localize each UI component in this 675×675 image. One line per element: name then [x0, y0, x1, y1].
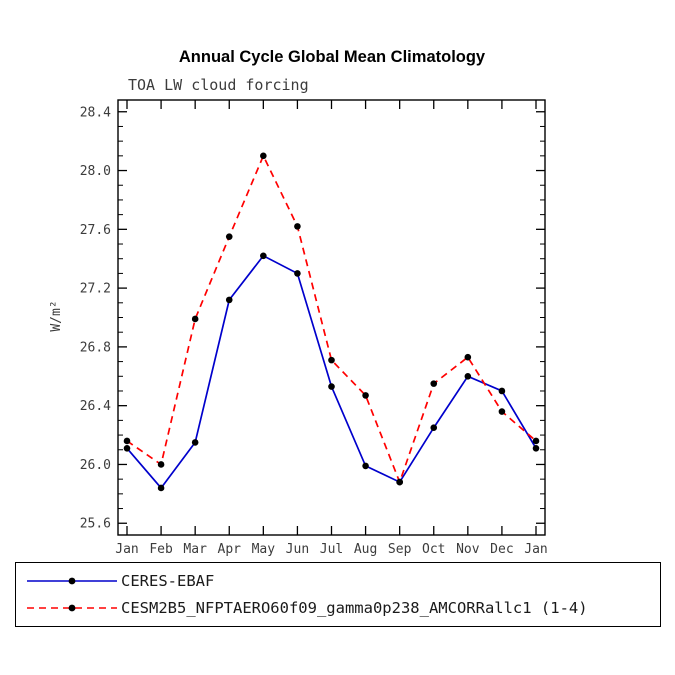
svg-text:Oct: Oct — [422, 542, 445, 557]
svg-text:Jun: Jun — [286, 542, 309, 557]
svg-text:27.2: 27.2 — [80, 282, 111, 297]
legend-sample-solid — [27, 577, 117, 584]
svg-text:Nov: Nov — [456, 542, 480, 557]
svg-text:Dec: Dec — [490, 542, 513, 557]
chart-subtitle: TOA LW cloud forcing — [128, 76, 309, 94]
svg-text:Feb: Feb — [149, 542, 173, 557]
svg-text:Sep: Sep — [388, 542, 412, 557]
legend-marker-icon — [68, 604, 76, 611]
svg-text:Jan: Jan — [115, 542, 138, 557]
svg-text:27.6: 27.6 — [80, 223, 111, 238]
legend-label: CESM2B5_NFPTAERO60f09_gamma0p238_AMCORRa… — [121, 598, 588, 617]
legend-label: CERES-EBAF — [121, 571, 215, 590]
svg-text:28.0: 28.0 — [80, 164, 111, 179]
legend-sample-dashed — [27, 604, 117, 611]
legend: CERES-EBAF CESM2B5_NFPTAERO60f09_gamma0p… — [15, 562, 661, 627]
chart-svg: Annual Cycle Global Mean Climatology TOA… — [49, 48, 548, 557]
svg-text:Jan: Jan — [524, 542, 547, 557]
svg-text:26.4: 26.4 — [80, 399, 111, 414]
svg-text:May: May — [252, 542, 276, 557]
plot-area: 25.6 26.0 26.4 26.8 27.2 27.6 28.0 28.4 Jan Feb Ma… — [80, 99, 548, 557]
svg-text:26.0: 26.0 — [80, 458, 111, 473]
legend-item: CESM2B5_NFPTAERO60f09_gamma0p238_AMCORRa… — [16, 594, 660, 621]
svg-text:Jul: Jul — [320, 542, 343, 557]
svg-text:Aug: Aug — [354, 542, 377, 557]
svg-text:25.6: 25.6 — [80, 517, 111, 532]
y-axis-label: W/m² — [49, 300, 64, 331]
svg-text:26.8: 26.8 — [80, 340, 111, 355]
svg-text:28.4: 28.4 — [80, 105, 111, 120]
legend-item: CERES-EBAF — [16, 567, 660, 594]
svg-text:Mar: Mar — [183, 542, 207, 557]
legend-marker-icon — [68, 577, 76, 584]
svg-text:Apr: Apr — [218, 542, 242, 557]
chart-title: Annual Cycle Global Mean Climatology — [179, 48, 486, 66]
